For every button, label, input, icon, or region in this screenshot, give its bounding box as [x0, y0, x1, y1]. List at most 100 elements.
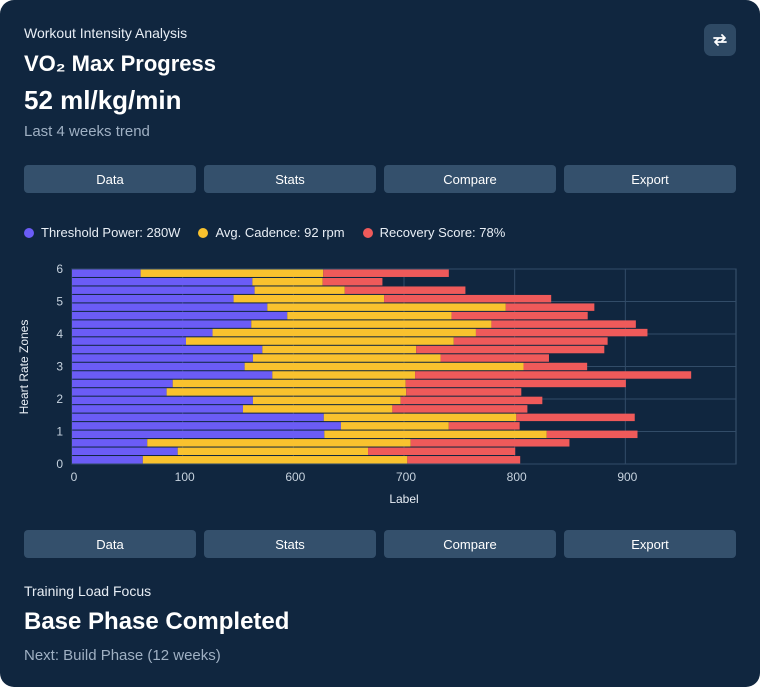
bar-segment-series-2[interactable]: [323, 413, 517, 422]
bar-segment-series-1[interactable]: [72, 328, 213, 337]
card-eyebrow: Workout Intensity Analysis: [24, 25, 188, 41]
compare-button-bottom[interactable]: Compare: [384, 530, 556, 558]
x-tick-label: 700: [396, 470, 416, 484]
bar-segment-series-3[interactable]: [416, 345, 605, 354]
bar-segment-series-2[interactable]: [166, 388, 407, 396]
bottom-button-row: Data Stats Compare Export: [24, 530, 736, 558]
bar-segment-series-3[interactable]: [453, 337, 608, 345]
y-tick-label: 4: [56, 327, 63, 341]
bar-segment-series-3[interactable]: [440, 354, 549, 362]
bar-segment-series-1[interactable]: [72, 362, 245, 371]
stats-button-bottom[interactable]: Stats: [204, 530, 376, 558]
bar-segment-series-3[interactable]: [523, 362, 588, 371]
swap-arrows-icon: [713, 34, 727, 46]
bar-segment-series-1[interactable]: [72, 405, 243, 413]
bar-segment-series-3[interactable]: [410, 439, 570, 447]
bar-segment-series-1[interactable]: [72, 345, 263, 354]
bar-segment-series-1[interactable]: [72, 379, 173, 388]
export-button[interactable]: Export: [564, 165, 736, 193]
bar-segment-series-3[interactable]: [546, 430, 638, 439]
bar-segment-series-2[interactable]: [287, 311, 452, 320]
bar-segment-series-2[interactable]: [244, 362, 524, 371]
swap-button[interactable]: [704, 24, 736, 56]
bar-segment-series-1[interactable]: [72, 354, 253, 362]
bar-segment-series-1[interactable]: [72, 371, 273, 379]
bar-segment-series-2[interactable]: [142, 456, 408, 464]
bar-segment-series-1[interactable]: [72, 396, 253, 405]
bar-segment-series-2[interactable]: [233, 294, 385, 303]
export-button-bottom[interactable]: Export: [564, 530, 736, 558]
bar-segment-series-3[interactable]: [405, 379, 626, 388]
legend-item-avg-cadence[interactable]: Avg. Cadence: 92 rpm: [198, 225, 345, 240]
bar-segment-series-3[interactable]: [406, 388, 522, 396]
bar-segment-series-2[interactable]: [242, 405, 393, 413]
bar-segment-series-2[interactable]: [267, 303, 506, 311]
bar-segment-series-1[interactable]: [72, 337, 186, 345]
bar-segment-series-1[interactable]: [72, 447, 178, 456]
bar-segment-series-3[interactable]: [384, 294, 552, 303]
bar-segment-series-1[interactable]: [72, 430, 325, 439]
x-tick-label: 100: [175, 470, 195, 484]
bar-segment-series-3[interactable]: [475, 328, 648, 337]
bar-segment-series-2[interactable]: [147, 439, 411, 447]
bar-segment-series-3[interactable]: [448, 422, 520, 430]
bar-segment-series-3[interactable]: [491, 320, 636, 328]
bar-segment-series-1[interactable]: [72, 303, 268, 311]
footer-note: Next: Build Phase (12 weeks): [24, 647, 221, 664]
bar-segment-series-2[interactable]: [340, 422, 449, 430]
data-button-bottom[interactable]: Data: [24, 530, 196, 558]
bar-segment-series-2[interactable]: [185, 337, 454, 345]
chart-legend: Threshold Power: 280W Avg. Cadence: 92 r…: [24, 225, 505, 240]
compare-button[interactable]: Compare: [384, 165, 556, 193]
chart-bars: [72, 269, 692, 464]
bar-segment-series-3[interactable]: [415, 371, 692, 379]
bar-segment-series-2[interactable]: [252, 354, 441, 362]
bar-segment-series-2[interactable]: [324, 430, 547, 439]
bar-segment-series-1[interactable]: [72, 294, 234, 303]
bar-segment-series-2[interactable]: [254, 286, 345, 294]
bar-segment-series-3[interactable]: [505, 303, 595, 311]
bar-segment-series-2[interactable]: [272, 371, 416, 379]
y-tick-label: 6: [56, 262, 63, 276]
bar-segment-series-2[interactable]: [177, 447, 369, 456]
bar-segment-series-3[interactable]: [344, 286, 466, 294]
bar-segment-series-1[interactable]: [72, 311, 288, 320]
metric-value: 52 ml/kg/min: [24, 85, 182, 115]
bar-segment-series-2[interactable]: [252, 396, 401, 405]
legend-swatch-purple: [24, 227, 34, 238]
bar-segment-series-1[interactable]: [72, 413, 324, 422]
bar-segment-series-2[interactable]: [140, 269, 324, 277]
bar-segment-series-1[interactable]: [72, 439, 148, 447]
bar-segment-series-3[interactable]: [323, 269, 449, 277]
legend-swatch-red: [362, 227, 373, 238]
bar-segment-series-2[interactable]: [252, 277, 323, 286]
bar-segment-series-3[interactable]: [407, 456, 521, 464]
bar-segment-series-3[interactable]: [400, 396, 543, 405]
bar-segment-series-1[interactable]: [72, 456, 143, 464]
stats-button[interactable]: Stats: [204, 165, 376, 193]
bar-segment-series-1[interactable]: [72, 388, 167, 396]
legend-item-recovery-score[interactable]: Recovery Score: 78%: [362, 225, 505, 240]
bar-segment-series-3[interactable]: [392, 405, 528, 413]
y-tick-label: 2: [56, 392, 63, 406]
bar-segment-series-1[interactable]: [72, 320, 252, 328]
legend-item-threshold-power[interactable]: Threshold Power: 280W: [24, 225, 180, 240]
bar-segment-series-1[interactable]: [72, 269, 141, 277]
bar-segment-series-3[interactable]: [322, 277, 383, 286]
bar-segment-series-2[interactable]: [262, 345, 417, 354]
bar-segment-series-3[interactable]: [516, 413, 635, 422]
bar-segment-series-2[interactable]: [212, 328, 476, 337]
bar-segment-series-3[interactable]: [368, 447, 516, 456]
bar-segment-series-1[interactable]: [72, 422, 341, 430]
data-button[interactable]: Data: [24, 165, 196, 193]
bar-segment-series-3[interactable]: [451, 311, 588, 320]
bar-segment-series-2[interactable]: [251, 320, 492, 328]
legend-label: Avg. Cadence: 92 rpm: [215, 225, 345, 240]
footer-eyebrow: Training Load Focus: [24, 583, 152, 599]
bar-segment-series-2[interactable]: [172, 379, 406, 388]
stacked-bar-chart: 0 100 600 700 800 900 0 1 2 3 4 5 6 Label Heart Rate…: [17, 262, 737, 506]
card-subtitle: Last 4 weeks trend: [24, 123, 150, 140]
bar-segment-series-1[interactable]: [72, 277, 253, 286]
bar-segment-series-1[interactable]: [72, 286, 255, 294]
